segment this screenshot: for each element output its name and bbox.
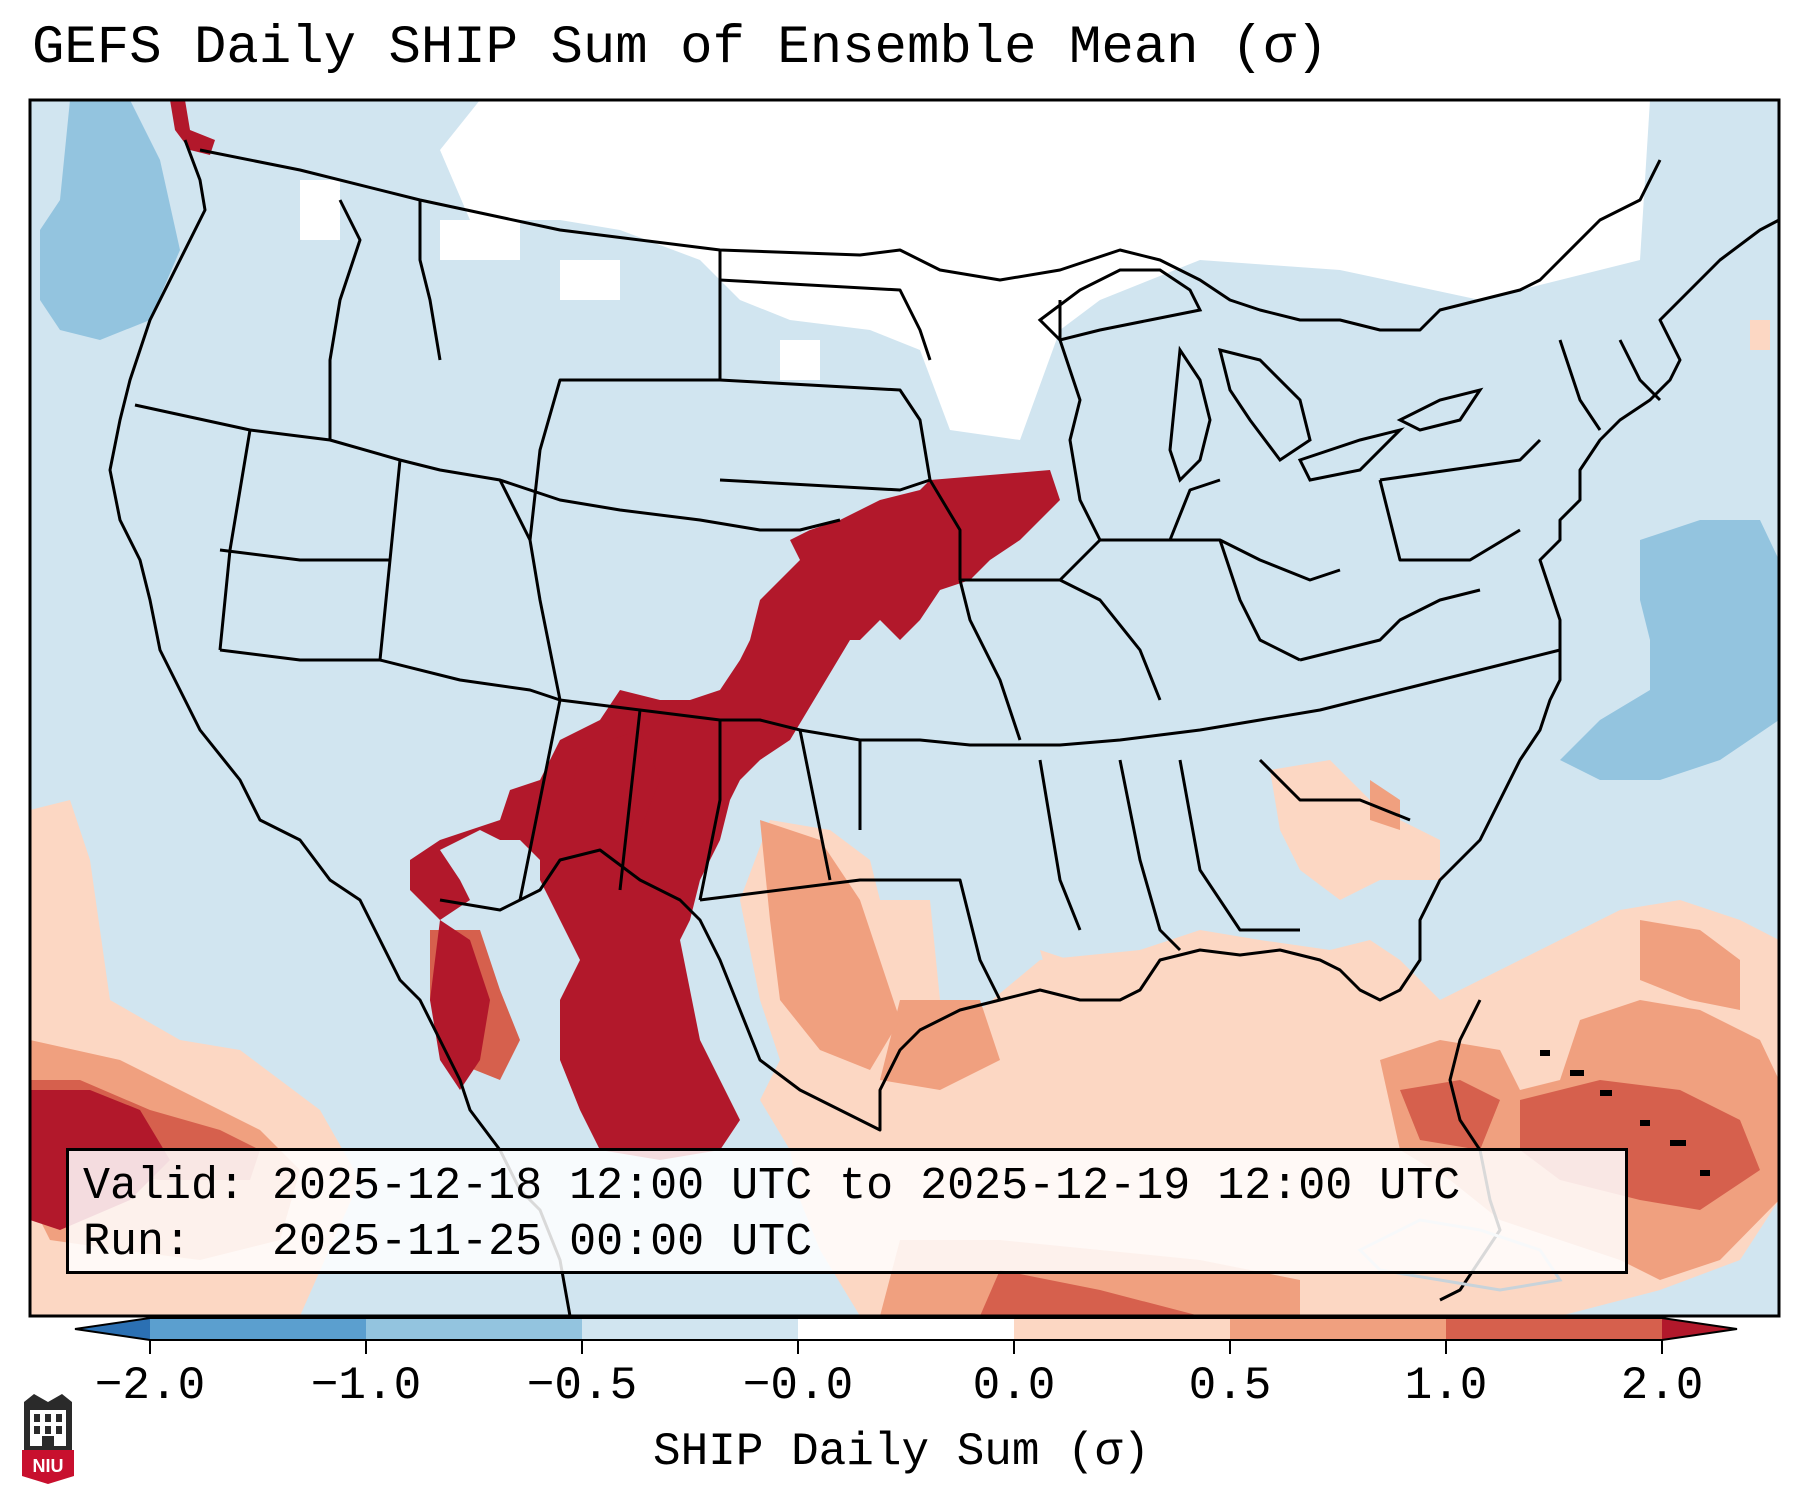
colorbar-tick-label: −0.0 bbox=[742, 1360, 854, 1412]
svg-text:NIU: NIU bbox=[33, 1456, 64, 1476]
colorbar-segment bbox=[582, 1318, 799, 1340]
colorbar-segment bbox=[798, 1318, 1015, 1340]
colorbar-tick-label: −1.0 bbox=[310, 1360, 422, 1412]
map-frame bbox=[28, 98, 1781, 1318]
colorbar-tick-label: 0.0 bbox=[972, 1360, 1056, 1412]
colorbar-segment bbox=[150, 1318, 367, 1340]
valid-label: Valid: bbox=[83, 1161, 246, 1212]
negative-anomaly-region bbox=[40, 100, 1779, 780]
colorbar-tick-label: 0.5 bbox=[1188, 1360, 1272, 1412]
neutral-white-region bbox=[300, 100, 1650, 440]
state-boundaries bbox=[108, 139, 1779, 1316]
colorbar bbox=[74, 1317, 1738, 1354]
colorbar-segment bbox=[366, 1318, 583, 1340]
info-box: Valid: 2025-12-18 12:00 UTC to 2025-12-1… bbox=[66, 1148, 1628, 1274]
colorbar-segment bbox=[1230, 1318, 1447, 1340]
page-title: GEFS Daily SHIP Sum of Ensemble Mean (σ) bbox=[32, 18, 1329, 79]
colorbar-tick-label: −2.0 bbox=[94, 1360, 206, 1412]
colorbar-tick-label: 1.0 bbox=[1404, 1360, 1488, 1412]
colorbar-tick-label: −0.5 bbox=[526, 1360, 638, 1412]
colorbar-segment bbox=[1446, 1318, 1663, 1340]
great-lakes bbox=[1037, 268, 1484, 483]
colorbar-segment bbox=[1014, 1318, 1231, 1340]
colorbar-tick-label: 2.0 bbox=[1620, 1360, 1704, 1412]
valid-value: 2025-12-18 12:00 UTC to 2025-12-19 12:00… bbox=[272, 1161, 1461, 1212]
run-label: Run: bbox=[83, 1217, 192, 1268]
colorbar-extend-low bbox=[75, 1318, 150, 1340]
colorbar-extend-high bbox=[1662, 1318, 1737, 1340]
bahamas-islands bbox=[1540, 1050, 1710, 1176]
niu-logo-icon: NIU bbox=[22, 1394, 74, 1484]
run-value: 2025-11-25 00:00 UTC bbox=[272, 1217, 813, 1268]
colorbar-label: SHIP Daily Sum (σ) bbox=[653, 1426, 1150, 1478]
